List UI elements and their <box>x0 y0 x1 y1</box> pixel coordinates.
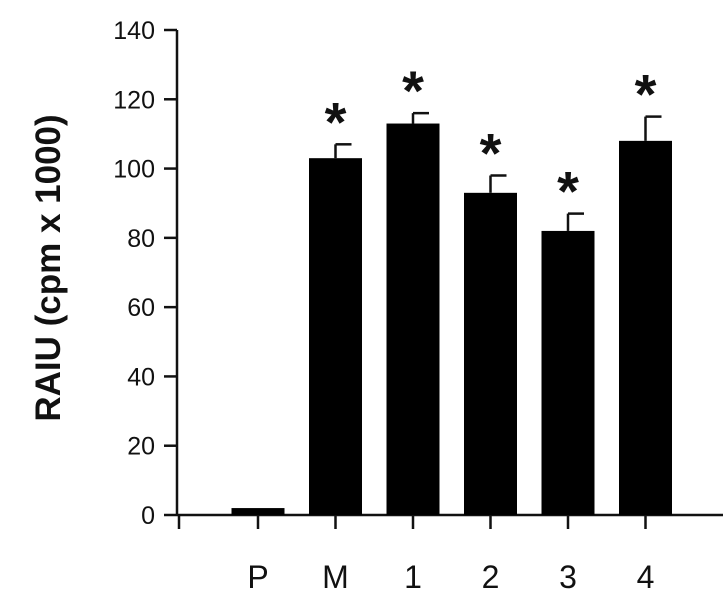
labels: 0 20 40 60 80 100 120 140 P M * 1 * 2 * 3 * 4 * <box>113 17 656 594</box>
y-tick-label: 80 <box>127 225 155 253</box>
significance-marker: * <box>402 59 424 122</box>
x-tick-label: M <box>322 559 349 594</box>
y-tick-label: 60 <box>127 294 155 322</box>
bar <box>541 230 595 515</box>
significance-marker: * <box>635 63 657 126</box>
y-tick-label: 100 <box>113 156 155 184</box>
y-tick-label: 40 <box>127 363 155 391</box>
x-tick-label: 2 <box>482 559 500 594</box>
bar <box>309 158 362 515</box>
y-tick-label: 120 <box>113 86 155 114</box>
y-tick-label: 20 <box>127 433 155 461</box>
x-tick-label: 3 <box>559 559 577 594</box>
y-tick-label: 140 <box>113 17 155 45</box>
x-tick-label: 1 <box>404 559 422 594</box>
bars <box>231 111 672 516</box>
bar <box>619 140 672 515</box>
significance-marker: * <box>480 122 502 185</box>
significance-marker: * <box>325 90 347 153</box>
x-tick-label: 4 <box>637 559 655 594</box>
bar <box>231 508 285 515</box>
significance-marker: * <box>557 160 579 223</box>
y-tick-label: 0 <box>141 502 155 530</box>
y-axis-title: RAIU (cpm x 1000) <box>29 114 68 421</box>
bar <box>464 192 517 516</box>
bar <box>386 123 440 516</box>
x-tick-label: P <box>247 559 268 594</box>
